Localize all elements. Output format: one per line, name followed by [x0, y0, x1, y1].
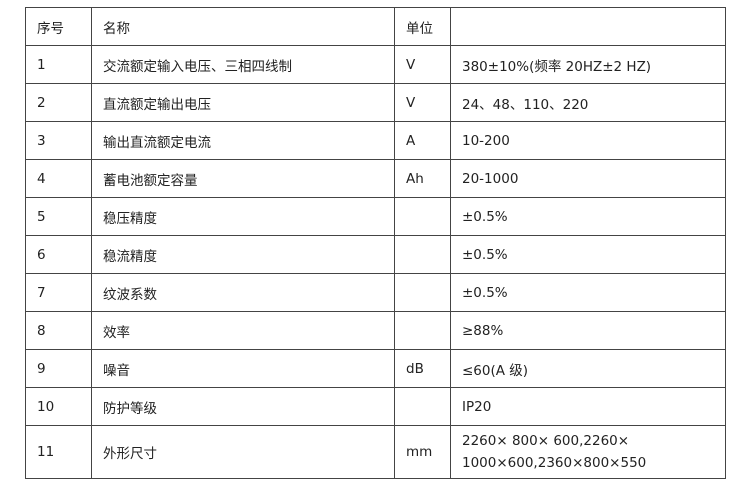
cell-unit: V — [394, 83, 451, 122]
table-row: 7 纹波系数 ±0.5% — [25, 273, 726, 312]
cell-unit — [394, 273, 451, 312]
table-row: 6 稳流精度 ±0.5% — [25, 235, 726, 274]
cell-unit: Ah — [394, 159, 451, 198]
header-unit: 单位 — [394, 7, 451, 46]
cell-name: 输出直流额定电流 — [91, 121, 395, 160]
cell-index: 2 — [25, 83, 92, 122]
spec-table: 序号 名称 单位 1 交流额定输入电压、三相四线制 V 380±10%(频率 20HZ… — [25, 7, 726, 479]
cell-index: 10 — [25, 387, 92, 426]
table-row: 3 输出直流额定电流 A 10-200 — [25, 121, 726, 160]
cell-name: 蓄电池额定容量 — [91, 159, 395, 198]
cell-value: 380±10%(频率 20HZ±2 HZ) — [450, 45, 726, 84]
cell-index: 7 — [25, 273, 92, 312]
cell-name: 稳压精度 — [91, 197, 395, 236]
cell-index: 9 — [25, 349, 92, 388]
cell-value: ≤60(A 级) — [450, 349, 726, 388]
cell-unit: V — [394, 45, 451, 84]
header-name: 名称 — [91, 7, 395, 46]
cell-name: 效率 — [91, 311, 395, 350]
cell-name: 纹波系数 — [91, 273, 395, 312]
header-row: 序号 名称 单位 — [25, 7, 726, 46]
table-row: 1 交流额定输入电压、三相四线制 V 380±10%(频率 20HZ±2 HZ) — [25, 45, 726, 84]
table-row: 2 直流额定输出电压 V 24、48、110、220 — [25, 83, 726, 122]
cell-value: 10-200 — [450, 121, 726, 160]
table-row: 8 效率 ≥88% — [25, 311, 726, 350]
header-value — [450, 7, 726, 46]
cell-unit: dB — [394, 349, 451, 388]
cell-unit: A — [394, 121, 451, 160]
cell-value: ±0.5% — [450, 273, 726, 312]
cell-name: 稳流精度 — [91, 235, 395, 274]
cell-index: 8 — [25, 311, 92, 350]
table-row: 9 噪音 dB ≤60(A 级) — [25, 349, 726, 388]
cell-unit — [394, 235, 451, 274]
cell-unit: mm — [394, 425, 451, 479]
cell-value: ±0.5% — [450, 235, 726, 274]
cell-name: 外形尺寸 — [91, 425, 395, 479]
cell-name: 交流额定输入电压、三相四线制 — [91, 45, 395, 84]
cell-unit — [394, 387, 451, 426]
cell-index: 1 — [25, 45, 92, 84]
cell-index: 3 — [25, 121, 92, 160]
header-index: 序号 — [25, 7, 92, 46]
table-row: 10 防护等级 IP20 — [25, 387, 726, 426]
cell-value: 24、48、110、220 — [450, 83, 726, 122]
table-row: 4 蓄电池额定容量 Ah 20-1000 — [25, 159, 726, 198]
cell-index: 4 — [25, 159, 92, 198]
table-row: 11 外形尺寸 mm 2260× 800× 600,2260× 1000×600,23… — [25, 425, 726, 479]
cell-index: 11 — [25, 425, 92, 479]
cell-name: 噪音 — [91, 349, 395, 388]
cell-value: IP20 — [450, 387, 726, 426]
cell-value: 2260× 800× 600,2260× 1000×600,2360×800×5… — [450, 425, 726, 479]
cell-unit — [394, 311, 451, 350]
cell-unit — [394, 197, 451, 236]
table-row: 5 稳压精度 ±0.5% — [25, 197, 726, 236]
cell-index: 6 — [25, 235, 92, 274]
cell-value: ±0.5% — [450, 197, 726, 236]
cell-index: 5 — [25, 197, 92, 236]
cell-name: 防护等级 — [91, 387, 395, 426]
cell-value: 20-1000 — [450, 159, 726, 198]
cell-name: 直流额定输出电压 — [91, 83, 395, 122]
cell-value: ≥88% — [450, 311, 726, 350]
